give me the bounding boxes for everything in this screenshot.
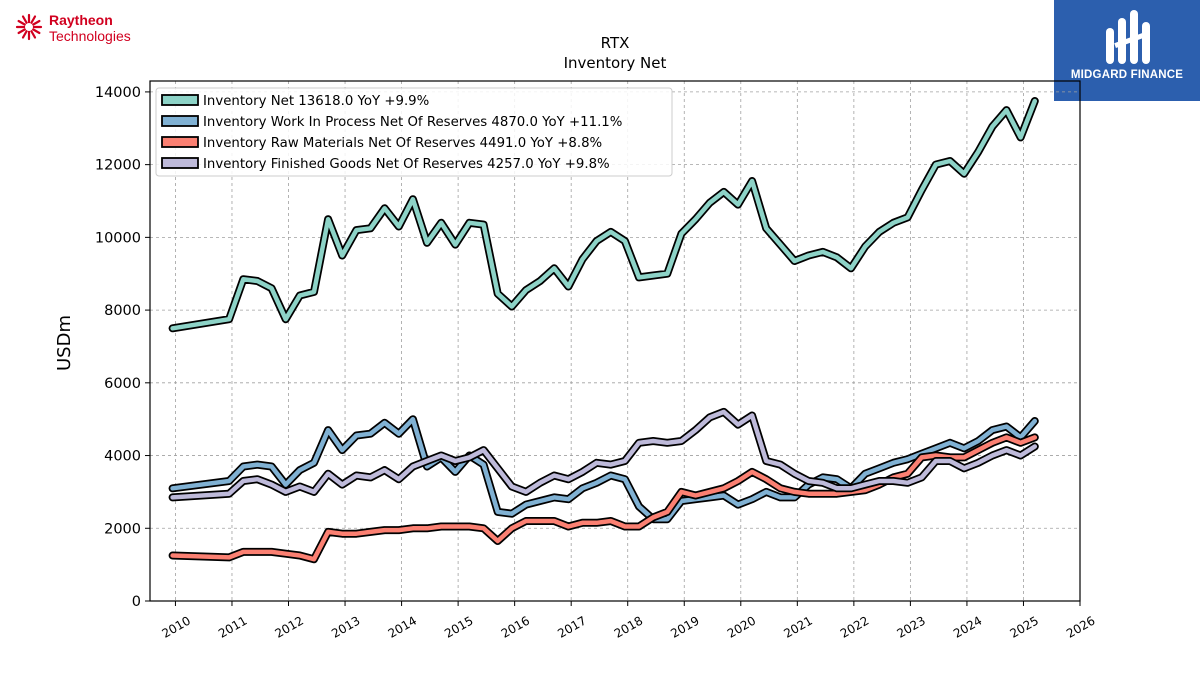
y-tick-label: 6000 <box>104 376 141 392</box>
x-tick-label: 2013 <box>329 613 362 640</box>
x-tick-label: 2025 <box>1008 613 1041 640</box>
x-tick-label: 2023 <box>894 613 927 640</box>
legend-label: Inventory Raw Materials Net Of Reserves … <box>203 136 602 151</box>
company-name-line2: Technologies <box>49 28 131 44</box>
raytheon-logo: Raytheon Technologies <box>14 10 154 46</box>
y-tick-label: 0 <box>132 594 141 610</box>
x-tick-label: 2020 <box>725 613 758 640</box>
y-axis-label: USDm <box>54 315 75 371</box>
plot-frame <box>149 80 1081 602</box>
y-tick-label: 4000 <box>104 449 141 465</box>
chart-subtitle: Inventory Net <box>564 54 667 72</box>
legend-swatch <box>161 94 199 106</box>
y-tick-label: 2000 <box>104 521 141 537</box>
publisher-name: MIDGARD FINANCE <box>1070 69 1184 81</box>
series-line <box>170 409 1038 500</box>
x-tick-label: 2016 <box>499 613 532 640</box>
x-tick-label: 2022 <box>838 613 871 640</box>
x-tick-label: 2011 <box>216 613 249 640</box>
x-tick-label: 2014 <box>386 613 419 640</box>
y-tick-label: 14000 <box>95 85 141 101</box>
chart-title: RTX <box>601 34 630 52</box>
x-tick-label: 2026 <box>1064 613 1097 640</box>
legend-label: Inventory Work In Process Net Of Reserve… <box>203 115 622 130</box>
x-tick-label: 2021 <box>781 613 814 640</box>
x-tick-label: 2019 <box>668 613 701 640</box>
x-tick-label: 2017 <box>555 613 588 640</box>
midgard-emblem-icon <box>1106 10 1150 64</box>
x-tick-label: 2024 <box>951 613 984 640</box>
x-tick-label: 2018 <box>612 613 645 640</box>
legend-swatch <box>161 136 199 148</box>
y-tick-label: 10000 <box>95 230 141 246</box>
legend-swatch <box>161 157 199 169</box>
series-line <box>170 435 1038 562</box>
y-tick-label: 12000 <box>95 158 141 174</box>
x-tick-label: 2015 <box>442 613 475 640</box>
x-tick-label: 2012 <box>273 613 306 640</box>
x-tick-label: 2010 <box>159 613 192 640</box>
legend-box <box>155 87 673 177</box>
midgard-finance-logo: MIDGARD FINANCE <box>1054 0 1200 101</box>
series-line <box>170 98 1038 331</box>
raytheon-emblem-icon <box>15 13 43 41</box>
legend-label: Inventory Finished Goods Net Of Reserves… <box>203 157 610 172</box>
y-tick-label: 8000 <box>104 303 141 319</box>
company-name-line1: Raytheon <box>49 12 113 28</box>
legend-swatch <box>161 115 199 127</box>
legend-label: Inventory Net 13618.0 YoY +9.9% <box>203 94 429 109</box>
series-line <box>170 416 1038 522</box>
